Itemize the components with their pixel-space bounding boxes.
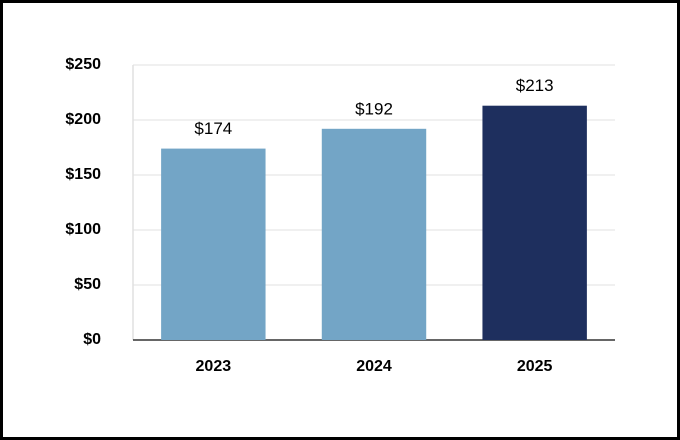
y-tick-label: $250 bbox=[65, 56, 101, 73]
bar bbox=[321, 128, 427, 340]
y-tick-label: $150 bbox=[65, 166, 101, 183]
value-label: $192 bbox=[355, 99, 393, 118]
x-tick-label: 2024 bbox=[356, 358, 392, 375]
y-tick-label: $50 bbox=[74, 276, 101, 293]
bar bbox=[161, 148, 266, 340]
y-tick-label: $100 bbox=[65, 221, 101, 238]
y-tick-label: $200 bbox=[65, 111, 101, 128]
value-label: $174 bbox=[194, 119, 232, 138]
y-tick-label: $0 bbox=[83, 331, 101, 348]
value-label: $213 bbox=[516, 76, 554, 95]
bar bbox=[482, 105, 587, 340]
x-tick-label: 2023 bbox=[196, 358, 232, 375]
x-tick-label: 2025 bbox=[517, 358, 553, 375]
